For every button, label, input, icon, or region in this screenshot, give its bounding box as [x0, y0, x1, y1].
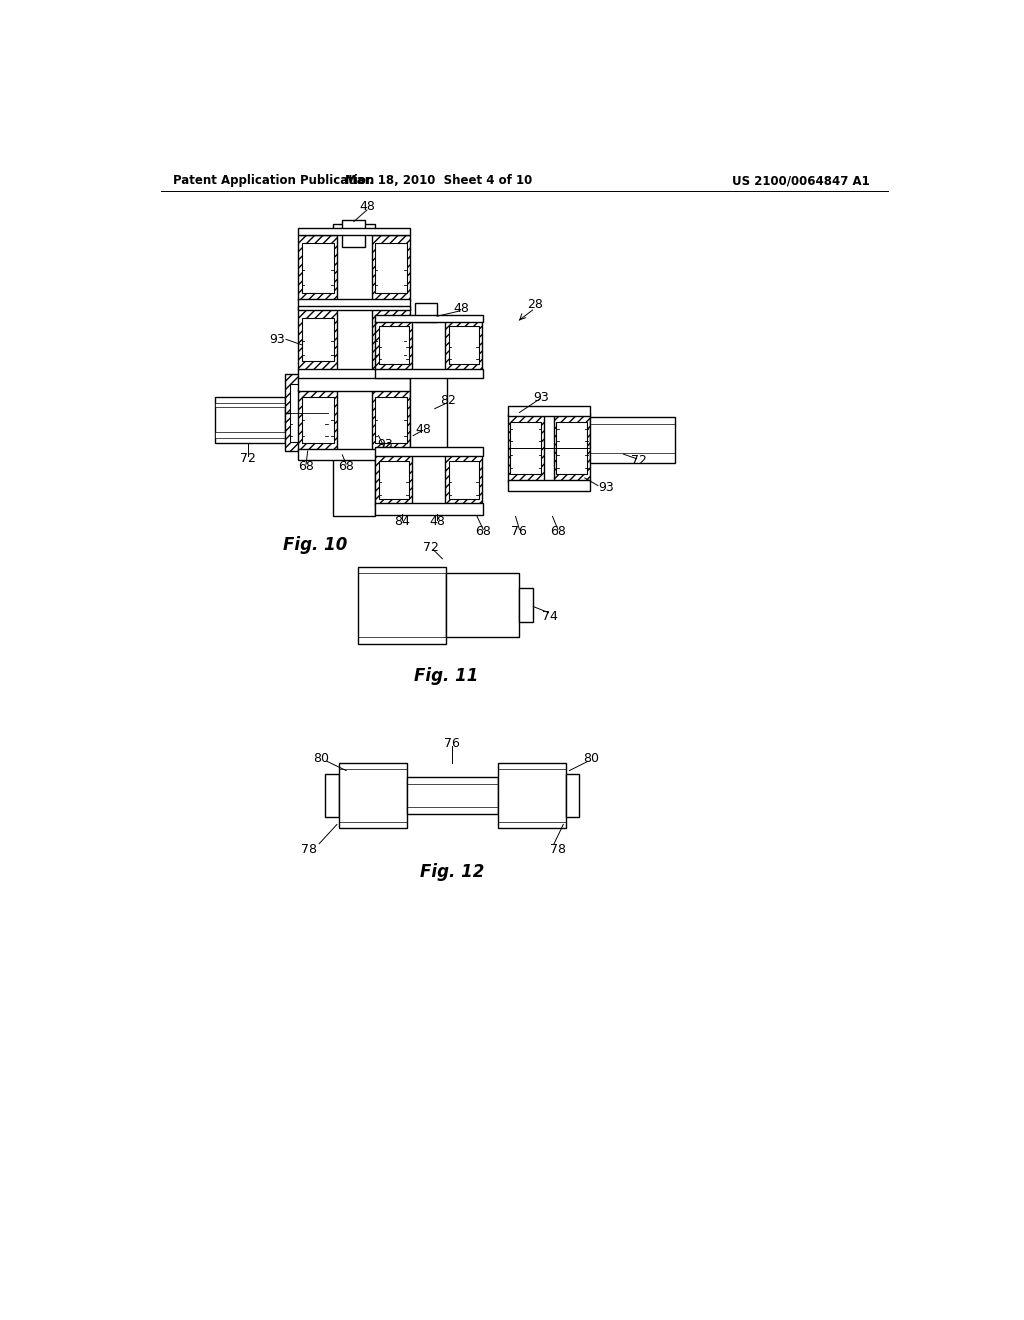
Bar	[565, 775, 580, 817]
Bar	[375, 243, 407, 293]
Text: US 2100/0064847 A1: US 2100/0064847 A1	[732, 174, 869, 187]
Bar	[508, 407, 590, 416]
Bar	[445, 321, 482, 370]
Bar	[372, 389, 410, 451]
Bar	[407, 776, 498, 814]
Text: 72: 72	[631, 454, 647, 467]
Text: 72: 72	[240, 453, 256, 465]
Text: 93: 93	[599, 482, 614, 495]
Text: 48: 48	[454, 302, 470, 315]
Bar	[298, 309, 337, 370]
Bar	[357, 566, 446, 644]
Bar	[554, 414, 590, 482]
Bar	[449, 461, 479, 499]
Text: 72: 72	[423, 541, 439, 554]
Bar	[510, 422, 541, 474]
Text: 93: 93	[269, 333, 285, 346]
Bar	[376, 321, 413, 370]
Bar	[519, 589, 534, 622]
Bar	[379, 461, 410, 499]
Text: 84: 84	[393, 515, 410, 528]
Bar	[376, 368, 483, 378]
Bar	[301, 397, 334, 444]
Text: 80: 80	[583, 752, 599, 766]
Bar	[285, 412, 335, 451]
Text: 48: 48	[415, 422, 431, 436]
Bar	[215, 404, 285, 407]
Text: 80: 80	[313, 752, 330, 766]
Bar	[372, 309, 410, 370]
Text: Fig. 10: Fig. 10	[284, 536, 347, 553]
Text: Patent Application Publication: Patent Application Publication	[173, 174, 374, 187]
Bar	[446, 573, 519, 638]
Bar	[375, 318, 407, 360]
Bar	[326, 775, 339, 817]
Text: 82: 82	[440, 395, 456, 408]
Bar	[445, 455, 482, 506]
Bar	[590, 417, 675, 463]
Text: 68: 68	[475, 525, 492, 539]
Bar	[298, 389, 337, 451]
Text: 48: 48	[359, 201, 375, 214]
Bar	[339, 763, 407, 829]
Bar	[301, 243, 334, 293]
Bar	[290, 384, 329, 442]
Text: 48: 48	[429, 515, 445, 528]
Bar	[508, 480, 590, 491]
Text: 76: 76	[444, 737, 461, 750]
Bar	[410, 317, 447, 512]
Text: 93: 93	[377, 438, 392, 451]
Bar	[298, 300, 410, 309]
Bar	[498, 763, 565, 829]
Bar	[449, 326, 479, 364]
Text: 68: 68	[298, 459, 314, 473]
Bar	[215, 397, 285, 444]
Bar	[215, 432, 285, 438]
Bar	[333, 224, 376, 516]
Bar	[298, 378, 410, 391]
Bar	[375, 397, 407, 444]
Bar	[298, 306, 410, 310]
Text: 74: 74	[543, 610, 558, 623]
Bar	[508, 414, 544, 482]
Bar	[416, 304, 437, 322]
Text: 93: 93	[534, 391, 549, 404]
Text: Fig. 12: Fig. 12	[420, 863, 484, 880]
Text: 28: 28	[527, 298, 543, 312]
Bar	[298, 368, 410, 379]
Text: 76: 76	[511, 525, 527, 539]
Bar	[376, 455, 413, 506]
Bar	[556, 422, 587, 474]
Text: Mar. 18, 2010  Sheet 4 of 10: Mar. 18, 2010 Sheet 4 of 10	[345, 174, 532, 187]
Bar	[372, 235, 410, 301]
Text: 78: 78	[301, 842, 317, 855]
Bar	[376, 314, 483, 322]
Bar	[298, 235, 337, 301]
Bar	[298, 449, 410, 461]
Bar	[301, 318, 334, 360]
Bar	[376, 447, 483, 457]
Text: 68: 68	[550, 525, 566, 539]
Text: 78: 78	[550, 842, 566, 855]
Text: 68: 68	[338, 459, 354, 473]
Bar	[379, 326, 410, 364]
Bar	[342, 220, 366, 247]
Bar	[298, 227, 410, 235]
Bar	[285, 374, 335, 412]
Text: Fig. 11: Fig. 11	[414, 667, 478, 685]
Bar	[376, 503, 483, 515]
